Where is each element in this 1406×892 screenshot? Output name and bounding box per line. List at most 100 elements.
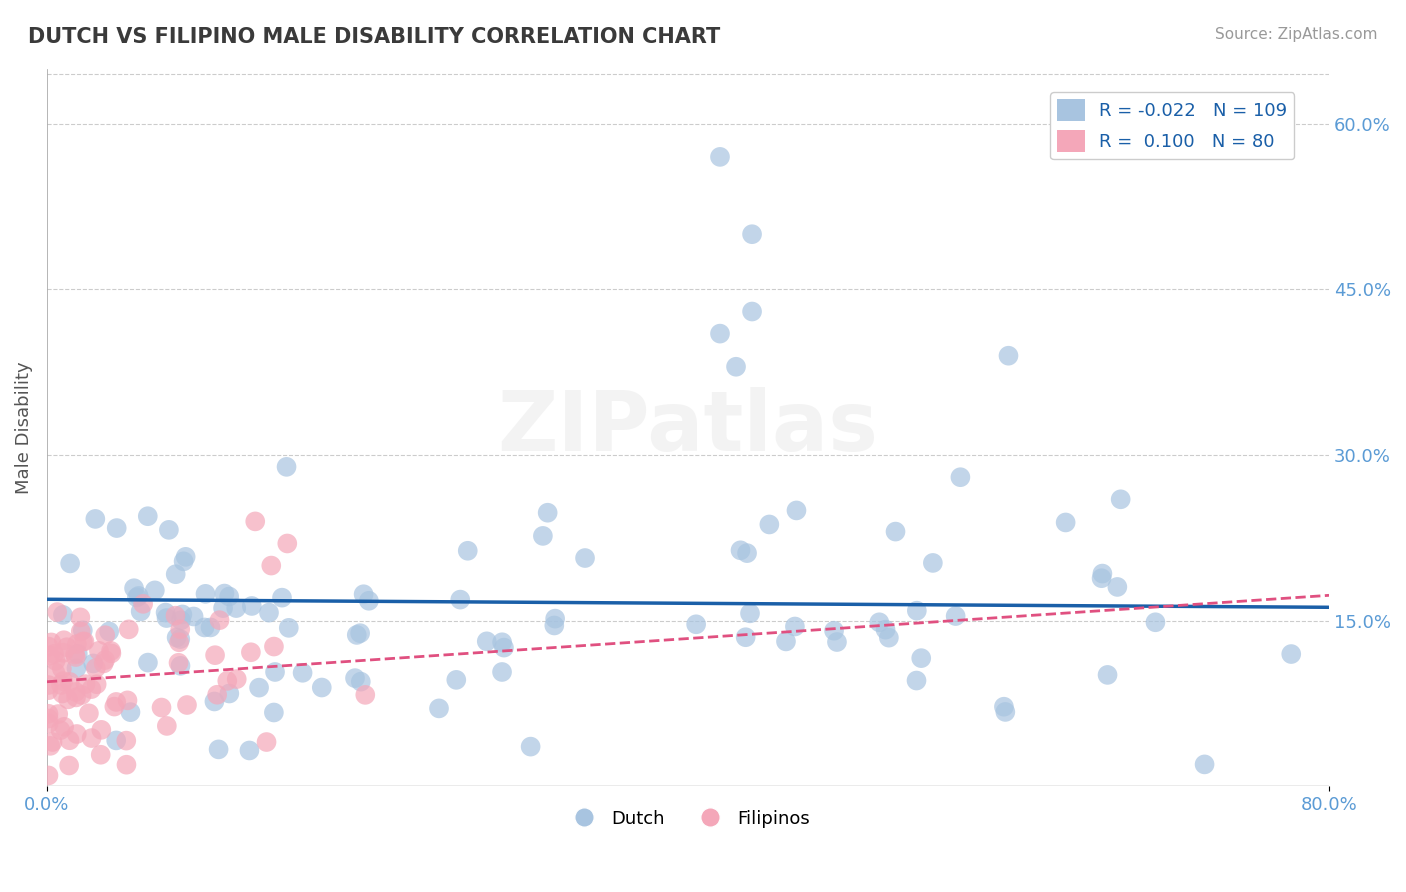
Filipinos — [256, 735, 278, 749]
Filipinos — [263, 640, 285, 654]
Dutch — [685, 617, 707, 632]
Dutch — [1279, 647, 1302, 661]
Dutch — [120, 705, 142, 719]
Filipinos — [156, 719, 179, 733]
Dutch — [264, 665, 287, 679]
Filipinos — [65, 685, 87, 699]
Filipinos — [39, 739, 62, 753]
Dutch — [343, 671, 366, 685]
Dutch — [105, 733, 128, 747]
Filipinos — [118, 623, 141, 637]
Filipinos — [94, 628, 117, 642]
Dutch — [136, 509, 159, 524]
Filipinos — [38, 648, 60, 663]
Filipinos — [52, 674, 75, 689]
Filipinos — [42, 647, 65, 661]
Dutch — [709, 150, 731, 164]
Dutch — [1107, 580, 1129, 594]
Dutch — [194, 587, 217, 601]
Dutch — [825, 635, 848, 649]
Dutch — [346, 628, 368, 642]
Dutch — [997, 349, 1019, 363]
Filipinos — [132, 597, 155, 611]
Filipinos — [167, 635, 190, 649]
Dutch — [350, 674, 373, 689]
Dutch — [875, 623, 897, 637]
Dutch — [218, 686, 240, 700]
Dutch — [994, 705, 1017, 719]
Dutch — [128, 589, 150, 603]
Filipinos — [49, 678, 72, 692]
Dutch — [449, 592, 471, 607]
Dutch — [200, 620, 222, 634]
Filipinos — [37, 768, 59, 782]
Dutch — [1054, 516, 1077, 530]
Filipinos — [103, 699, 125, 714]
Dutch — [491, 635, 513, 649]
Dutch — [741, 227, 763, 242]
Dutch — [574, 551, 596, 566]
Filipinos — [90, 723, 112, 737]
Dutch — [170, 613, 193, 627]
Dutch — [257, 606, 280, 620]
Filipinos — [59, 674, 82, 689]
Dutch — [544, 612, 567, 626]
Dutch — [129, 604, 152, 618]
Dutch — [277, 621, 299, 635]
Dutch — [910, 651, 932, 665]
Filipinos — [105, 695, 128, 709]
Dutch — [758, 517, 780, 532]
Filipinos — [165, 608, 187, 623]
Dutch — [1194, 757, 1216, 772]
Filipinos — [44, 665, 66, 680]
Filipinos — [37, 712, 59, 726]
Dutch — [165, 567, 187, 582]
Filipinos — [49, 723, 72, 738]
Dutch — [785, 503, 807, 517]
Dutch — [993, 699, 1015, 714]
Dutch — [353, 587, 375, 601]
Dutch — [730, 543, 752, 558]
Filipinos — [52, 646, 75, 660]
Filipinos — [245, 515, 267, 529]
Filipinos — [94, 653, 117, 667]
Filipinos — [69, 610, 91, 624]
Dutch — [212, 601, 235, 615]
Filipinos — [93, 657, 115, 671]
Filipinos — [167, 656, 190, 670]
Dutch — [738, 607, 761, 621]
Dutch — [357, 594, 380, 608]
Dutch — [105, 521, 128, 535]
Filipinos — [72, 634, 94, 648]
Dutch — [724, 359, 747, 374]
Dutch — [155, 606, 177, 620]
Filipinos — [58, 758, 80, 772]
Dutch — [66, 647, 89, 661]
Filipinos — [41, 635, 63, 649]
Dutch — [225, 601, 247, 615]
Dutch — [427, 701, 450, 715]
Dutch — [905, 604, 928, 618]
Filipinos — [56, 640, 79, 655]
Dutch — [72, 624, 94, 638]
Dutch — [734, 630, 756, 644]
Dutch — [169, 658, 191, 673]
Y-axis label: Male Disability: Male Disability — [15, 361, 32, 494]
Filipinos — [87, 644, 110, 658]
Dutch — [492, 640, 515, 655]
Filipinos — [100, 646, 122, 660]
Dutch — [823, 624, 845, 638]
Dutch — [218, 590, 240, 604]
Filipinos — [37, 640, 59, 654]
Dutch — [214, 586, 236, 600]
Dutch — [155, 611, 177, 625]
Text: ZIPatlas: ZIPatlas — [498, 387, 879, 468]
Filipinos — [73, 634, 96, 648]
Filipinos — [84, 661, 107, 675]
Filipinos — [115, 733, 138, 747]
Text: DUTCH VS FILIPINO MALE DISABILITY CORRELATION CHART: DUTCH VS FILIPINO MALE DISABILITY CORREL… — [28, 27, 720, 46]
Dutch — [1097, 668, 1119, 682]
Filipinos — [66, 727, 89, 741]
Filipinos — [260, 558, 283, 573]
Filipinos — [70, 688, 93, 702]
